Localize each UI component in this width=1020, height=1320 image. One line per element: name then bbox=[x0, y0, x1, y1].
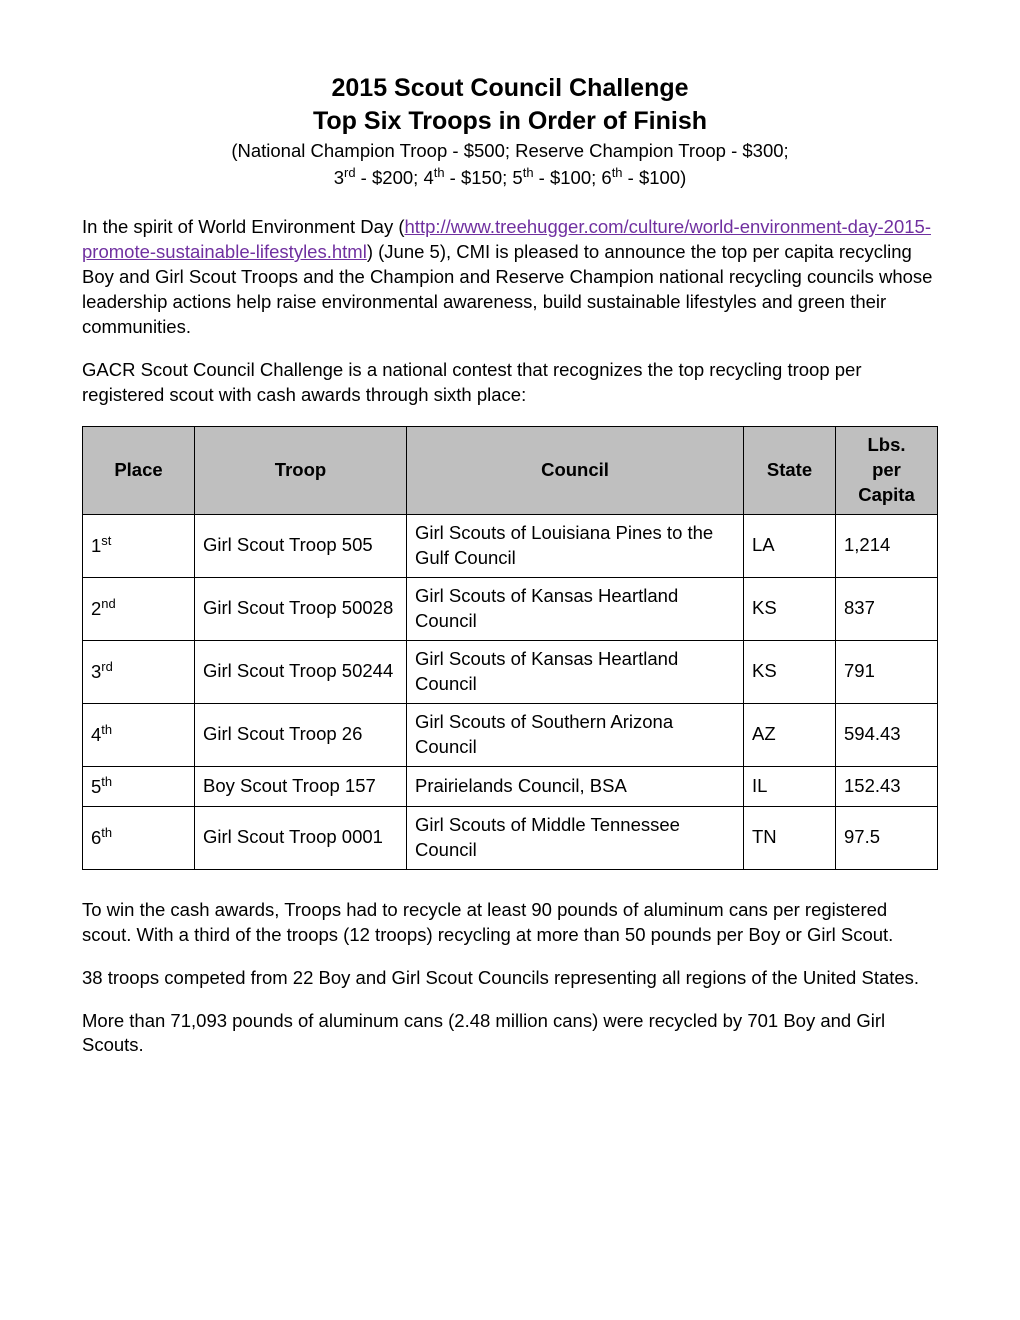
col-header-per-capita: Lbs. per Capita bbox=[836, 426, 938, 514]
cell-state: AZ bbox=[744, 703, 836, 766]
table-row: 4th Girl Scout Troop 26 Girl Scouts of S… bbox=[83, 703, 938, 766]
cell-troop: Girl Scout Troop 26 bbox=[195, 703, 407, 766]
col-header-troop: Troop bbox=[195, 426, 407, 514]
subtitle: (National Champion Troop - $500; Reserve… bbox=[82, 139, 938, 191]
cell-place: 3rd bbox=[83, 640, 195, 703]
cell-state: KS bbox=[744, 640, 836, 703]
cell-troop: Girl Scout Troop 0001 bbox=[195, 806, 407, 869]
cell-council: Prairielands Council, BSA bbox=[407, 766, 744, 806]
cell-troop: Girl Scout Troop 50244 bbox=[195, 640, 407, 703]
cell-state: IL bbox=[744, 766, 836, 806]
cell-place: 1st bbox=[83, 514, 195, 577]
cell-per-capita: 791 bbox=[836, 640, 938, 703]
cell-council: Girl Scouts of Louisiana Pines to the Gu… bbox=[407, 514, 744, 577]
table-header-row: Place Troop Council State Lbs. per Capit… bbox=[83, 426, 938, 514]
title-block: 2015 Scout Council Challenge Top Six Tro… bbox=[82, 72, 938, 191]
cell-per-capita: 837 bbox=[836, 577, 938, 640]
cell-per-capita: 97.5 bbox=[836, 806, 938, 869]
cell-state: KS bbox=[744, 577, 836, 640]
intro-paragraph: In the spirit of World Environment Day (… bbox=[82, 215, 938, 340]
prize-5: 5th - $100; bbox=[512, 167, 601, 188]
cell-state: LA bbox=[744, 514, 836, 577]
title-line-2: Top Six Troops in Order of Finish bbox=[313, 107, 707, 135]
cell-place: 5th bbox=[83, 766, 195, 806]
table-row: 5th Boy Scout Troop 157 Prairielands Cou… bbox=[83, 766, 938, 806]
competition-stats-paragraph: 38 troops competed from 22 Boy and Girl … bbox=[82, 966, 938, 991]
cell-place: 4th bbox=[83, 703, 195, 766]
table-body: 1st Girl Scout Troop 505 Girl Scouts of … bbox=[83, 514, 938, 869]
subtitle-line-1: (National Champion Troop - $500; Reserve… bbox=[231, 140, 788, 161]
cell-council: Girl Scouts of Kansas Heartland Council bbox=[407, 640, 744, 703]
award-rules-paragraph: To win the cash awards, Troops had to re… bbox=[82, 898, 938, 948]
cell-troop: Girl Scout Troop 50028 bbox=[195, 577, 407, 640]
cell-place: 2nd bbox=[83, 577, 195, 640]
cell-per-capita: 152.43 bbox=[836, 766, 938, 806]
col-header-place: Place bbox=[83, 426, 195, 514]
col-header-council: Council bbox=[407, 426, 744, 514]
contest-description: GACR Scout Council Challenge is a nation… bbox=[82, 358, 938, 408]
table-row: 1st Girl Scout Troop 505 Girl Scouts of … bbox=[83, 514, 938, 577]
col-header-state: State bbox=[744, 426, 836, 514]
prize-6: 6th - $100) bbox=[601, 167, 686, 188]
table-row: 6th Girl Scout Troop 0001 Girl Scouts of… bbox=[83, 806, 938, 869]
prize-4: 4th - $150; bbox=[423, 167, 512, 188]
prize-3: 3rd - $200; bbox=[334, 167, 424, 188]
table-row: 3rd Girl Scout Troop 50244 Girl Scouts o… bbox=[83, 640, 938, 703]
table-row: 2nd Girl Scout Troop 50028 Girl Scouts o… bbox=[83, 577, 938, 640]
page-title: 2015 Scout Council Challenge Top Six Tro… bbox=[82, 72, 938, 137]
intro-part-1: In the spirit of World Environment Day ( bbox=[82, 216, 405, 237]
cell-council: Girl Scouts of Middle Tennessee Council bbox=[407, 806, 744, 869]
title-line-1: 2015 Scout Council Challenge bbox=[331, 74, 688, 102]
totals-paragraph: More than 71,093 pounds of aluminum cans… bbox=[82, 1009, 938, 1059]
results-table: Place Troop Council State Lbs. per Capit… bbox=[82, 426, 938, 870]
cell-state: TN bbox=[744, 806, 836, 869]
cell-council: Girl Scouts of Southern Arizona Council bbox=[407, 703, 744, 766]
cell-per-capita: 1,214 bbox=[836, 514, 938, 577]
cell-place: 6th bbox=[83, 806, 195, 869]
cell-council: Girl Scouts of Kansas Heartland Council bbox=[407, 577, 744, 640]
cell-troop: Girl Scout Troop 505 bbox=[195, 514, 407, 577]
cell-per-capita: 594.43 bbox=[836, 703, 938, 766]
cell-troop: Boy Scout Troop 157 bbox=[195, 766, 407, 806]
